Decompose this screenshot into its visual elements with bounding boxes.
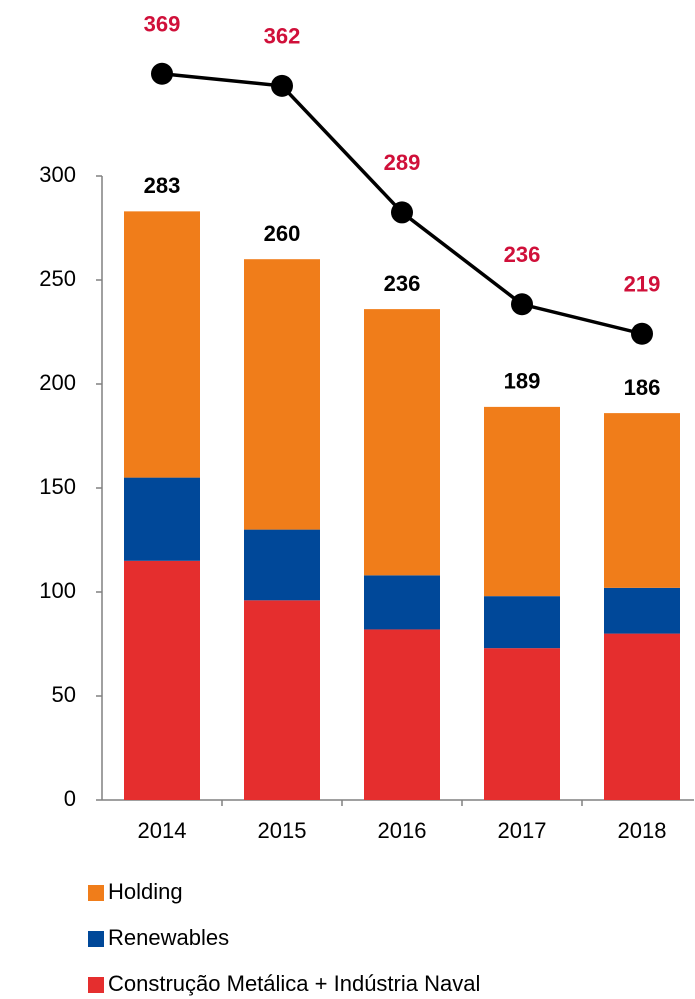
bar-segment	[244, 529, 320, 601]
line-point	[271, 74, 293, 97]
total-label: 283	[144, 173, 181, 198]
legend-label: Construção Metálica + Indústria Naval	[108, 971, 480, 996]
x-tick-label: 2016	[378, 818, 427, 843]
legend-swatch	[88, 885, 104, 901]
total-label: 189	[504, 369, 541, 394]
line-label: 236	[504, 242, 541, 267]
bar-segment	[604, 587, 680, 634]
legend-label: Holding	[108, 879, 183, 904]
bar-segment	[484, 596, 560, 649]
legend-swatch	[88, 977, 104, 993]
line-point	[151, 62, 173, 85]
y-tick-label: 50	[52, 682, 76, 707]
x-tick-label: 2018	[618, 818, 667, 843]
line-point	[391, 201, 413, 224]
bar-segment	[484, 406, 560, 597]
total-label: 186	[624, 375, 661, 400]
bar-segment	[604, 633, 680, 800]
line-label: 369	[144, 12, 181, 37]
y-tick-label: 0	[64, 786, 76, 811]
bar-segment	[244, 600, 320, 800]
total-label: 236	[384, 271, 421, 296]
x-tick-label: 2014	[138, 818, 187, 843]
legend-label: Renewables	[108, 925, 229, 950]
y-tick-label: 200	[39, 370, 76, 395]
bar-segment	[124, 560, 200, 800]
bar-segment	[124, 477, 200, 561]
total-label: 260	[264, 221, 301, 246]
line-label: 289	[384, 150, 421, 175]
bar-segment	[604, 413, 680, 588]
x-tick-label: 2017	[498, 818, 547, 843]
y-tick-label: 100	[39, 578, 76, 603]
bar-segment	[364, 629, 440, 800]
y-tick-label: 300	[39, 162, 76, 187]
line-point	[631, 322, 653, 345]
bar-segment	[484, 648, 560, 800]
bar-segment	[364, 575, 440, 630]
line-label: 362	[264, 24, 301, 49]
y-tick-label: 150	[39, 474, 76, 499]
bar-segment	[364, 309, 440, 576]
line-label: 219	[624, 272, 661, 297]
line-point	[511, 293, 533, 316]
x-tick-label: 2015	[258, 818, 307, 843]
legend-swatch	[88, 931, 104, 947]
bar-segment	[124, 211, 200, 478]
bar-segment	[244, 259, 320, 530]
y-tick-label: 250	[39, 266, 76, 291]
